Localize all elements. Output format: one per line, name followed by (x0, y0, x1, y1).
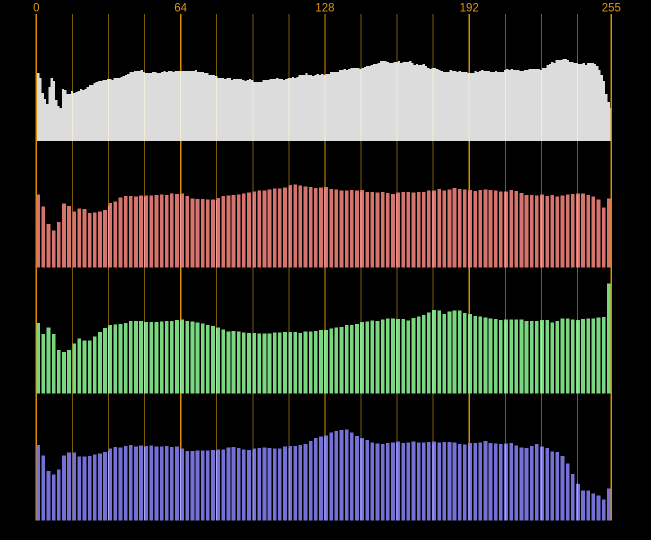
svg-text:0: 0 (33, 3, 39, 15)
svg-text:192: 192 (460, 3, 479, 15)
svg-text:128: 128 (315, 3, 334, 15)
svg-text:255: 255 (602, 3, 621, 15)
svg-text:64: 64 (174, 3, 187, 15)
